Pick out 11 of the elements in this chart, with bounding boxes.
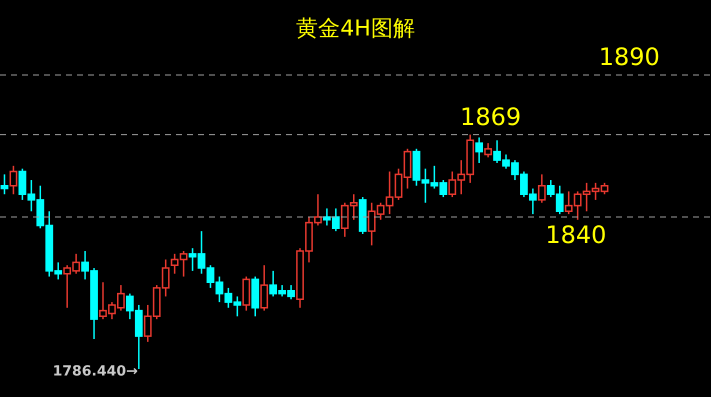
candlestick bbox=[10, 165, 18, 195]
candlestick bbox=[484, 142, 492, 158]
candlestick bbox=[538, 174, 546, 204]
ref-line-label: 1890 bbox=[598, 43, 660, 72]
ref-line-label: 1840 bbox=[545, 221, 606, 250]
ref-line-label: 1869 bbox=[460, 102, 522, 131]
chart-title: 黄金4H图解 bbox=[296, 16, 415, 42]
candlestick bbox=[260, 264, 268, 312]
annotation: 1786.440→ bbox=[52, 364, 138, 380]
candlestick bbox=[0, 174, 8, 195]
candlestick bbox=[475, 136, 484, 164]
